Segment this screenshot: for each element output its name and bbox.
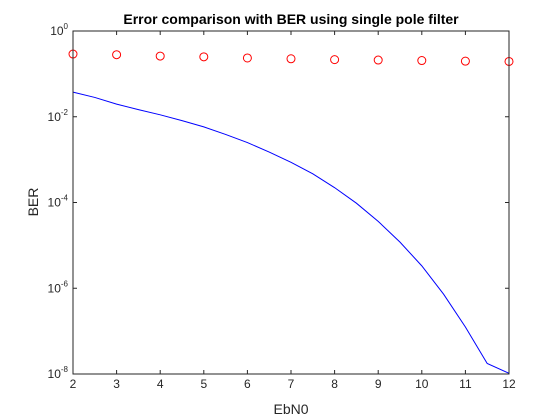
data-point-marker <box>242 53 252 63</box>
x-tick-label: 6 <box>244 377 251 391</box>
y-axis-label: BER <box>25 188 41 217</box>
x-axis-label: EbN0 <box>273 401 308 417</box>
series-layer <box>68 49 514 374</box>
y-tick-exponent: -4 <box>61 194 69 203</box>
x-tick-label: 3 <box>113 377 120 391</box>
data-point-marker <box>199 52 209 62</box>
y-tick-base: 10 <box>48 196 62 210</box>
y-tick-exponent: -6 <box>61 279 69 288</box>
y-tick-base: 10 <box>48 367 62 381</box>
y-tick-exponent: -8 <box>61 365 69 374</box>
y-tick-label: 100 <box>50 22 68 38</box>
data-point-marker <box>155 51 165 61</box>
x-tick-label: 4 <box>157 377 164 391</box>
y-tick-label: 10-8 <box>48 365 69 381</box>
y-tick-base: 10 <box>48 110 62 124</box>
x-tick-label: 8 <box>331 377 338 391</box>
data-point-marker <box>112 50 122 60</box>
x-axis-ticks: 2 3 4 5 6 7 8 9 10 11 12 <box>70 31 516 391</box>
y-tick-exponent: -2 <box>61 108 69 117</box>
data-point-marker <box>286 54 296 64</box>
x-tick-label: 11 <box>459 377 472 391</box>
data-point-marker <box>330 55 340 65</box>
y-tick-label: 10-4 <box>48 194 69 210</box>
y-tick-exponent: 0 <box>64 22 69 31</box>
series-line-ber <box>72 91 510 374</box>
y-tick-label: 10-6 <box>48 279 69 295</box>
chart-title: Error comparison with BER using single p… <box>123 11 459 27</box>
y-tick-base: 10 <box>48 281 62 295</box>
data-point-marker <box>460 56 470 66</box>
data-point-marker <box>373 55 383 65</box>
x-tick-label: 10 <box>415 377 429 391</box>
x-tick-label: 2 <box>70 377 77 391</box>
y-tick-base: 10 <box>50 24 64 38</box>
data-point-marker <box>417 56 427 66</box>
x-tick-label: 12 <box>502 377 516 391</box>
x-tick-label: 5 <box>200 377 207 391</box>
x-tick-label: 9 <box>375 377 382 391</box>
x-tick-label: 7 <box>288 377 295 391</box>
y-tick-label: 10-2 <box>48 108 69 124</box>
plot-area <box>73 31 509 374</box>
